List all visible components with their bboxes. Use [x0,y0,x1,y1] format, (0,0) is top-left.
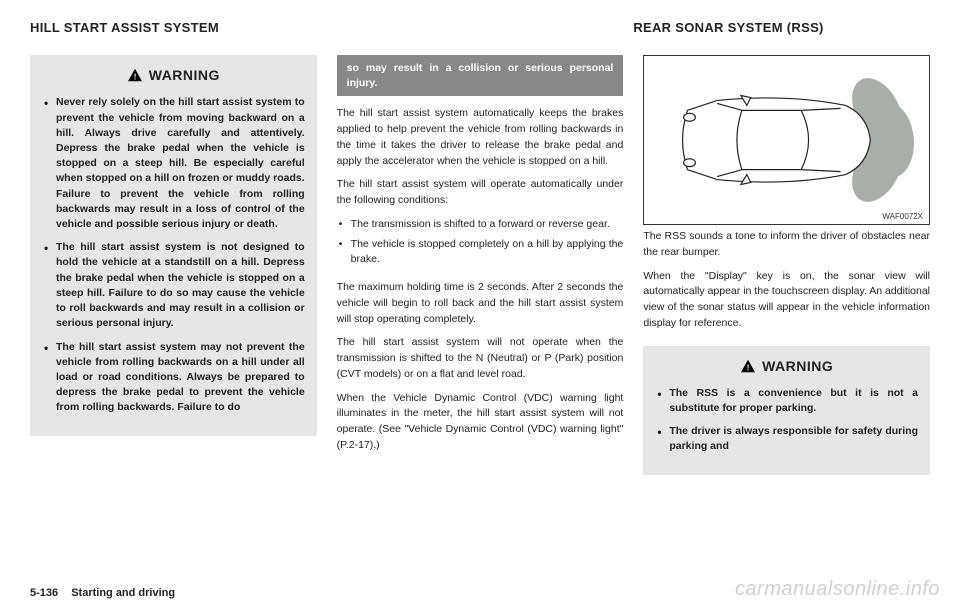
warning-header: ! WARNING [42,65,305,85]
paragraph: The maximum holding time is 2 seconds. A… [337,280,624,327]
watermark: carmanualsonline.info [735,578,940,601]
warning-bullet: The hill start assist system is not desi… [42,240,305,331]
warning-bullet: The driver is always responsible for saf… [655,424,918,454]
paragraph: The hill start assist system will operat… [337,177,624,209]
list-item: The vehicle is stopped completely on a h… [337,237,624,269]
page-footer: 5-136 Starting and driving [30,587,175,599]
header-row: HILL START ASSIST SYSTEM REAR SONAR SYST… [30,20,930,47]
paragraph: When the Vehicle Dynamic Control (VDC) w… [337,391,624,454]
column-1: ! WARNING Never rely solely on the hill … [30,55,317,595]
warning-box-hsa: ! WARNING Never rely solely on the hill … [30,55,317,436]
paragraph: When the "Display" key is on, the sonar … [643,269,930,332]
section-title-hsa: HILL START ASSIST SYSTEM [30,20,623,35]
paragraph: The hill start assist system will not op… [337,335,624,382]
column-2: so may result in a collision or serious … [337,55,624,595]
conditions-list: The transmission is shifted to a forward… [337,217,624,272]
svg-text:!: ! [133,72,136,82]
warning-continuation-strip: so may result in a collision or serious … [337,55,624,96]
warning-label: WARNING [149,65,220,85]
column-3: WAF0072X The RSS sounds a tone to inform… [643,55,930,595]
warning-header: ! WARNING [655,356,918,376]
section-title-rss: REAR SONAR SYSTEM (RSS) [623,20,930,35]
warning-label: WARNING [762,356,833,376]
rss-figure: WAF0072X [643,55,930,225]
car-top-view-diagram [644,56,929,224]
paragraph: The RSS sounds a tone to inform the driv… [643,229,930,261]
warning-triangle-icon: ! [127,68,143,82]
chapter-name: Starting and driving [71,587,175,599]
warning-bullets-hsa: Never rely solely on the hill start assi… [42,95,305,415]
paragraph: The hill start assist system automatical… [337,106,624,169]
warning-bullet: The RSS is a convenience but it is not a… [655,386,918,416]
warning-bullets-rss: The RSS is a convenience but it is not a… [655,386,918,455]
warning-bullet: Never rely solely on the hill start assi… [42,95,305,232]
list-item: The transmission is shifted to a forward… [337,217,624,233]
warning-box-rss: ! WARNING The RSS is a convenience but i… [643,346,930,475]
warning-bullet: The hill start assist system may not pre… [42,340,305,416]
page-columns: ! WARNING Never rely solely on the hill … [30,55,930,595]
page-number: 5-136 [30,587,58,599]
svg-text:!: ! [747,362,750,372]
warning-triangle-icon: ! [740,359,756,373]
figure-code: WAF0072X [882,212,923,221]
